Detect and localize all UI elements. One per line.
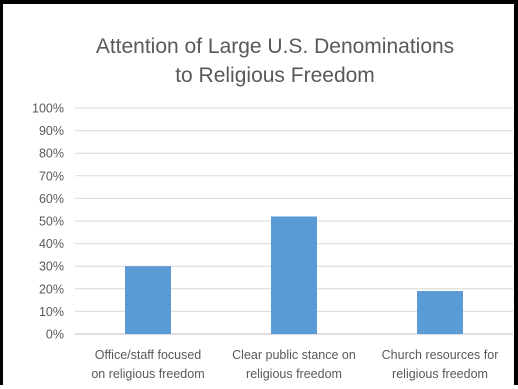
y-tick-label: 70% (39, 169, 64, 183)
x-category-label: Clear public stance on (232, 348, 356, 362)
chart-title: Attention of Large U.S. Denominations to… (96, 35, 454, 87)
y-tick-label: 30% (39, 260, 64, 274)
y-tick-label: 80% (39, 147, 64, 161)
bar (271, 216, 317, 334)
bar (417, 291, 463, 334)
chart-title-line-1: Attention of Large U.S. Denominations (96, 35, 454, 58)
y-tick-label: 20% (39, 282, 64, 296)
y-tick-label: 10% (39, 305, 64, 319)
x-category-label: religious freedom (392, 367, 488, 381)
bar-chart: Attention of Large U.S. Denominations to… (32, 35, 513, 381)
x-category-label: Church resources for (382, 348, 499, 362)
bars (125, 216, 463, 334)
bar (125, 266, 171, 334)
x-category-label: religious freedom (246, 367, 342, 381)
x-axis-category-labels: Office/staff focused on religious freedom… (91, 348, 498, 381)
y-tick-label: 60% (39, 192, 64, 206)
y-tick-label: 100% (32, 102, 64, 116)
y-axis-tick-labels: 0% 10% 20% 30% 40% 50% 60% 70% 80% 90% 100% (32, 102, 64, 342)
y-tick-label: 40% (39, 237, 64, 251)
y-tick-label: 0% (46, 328, 64, 342)
chart-title-line-2: to Religious Freedom (175, 64, 375, 87)
y-tick-label: 50% (39, 215, 64, 229)
x-category-label: Office/staff focused (95, 348, 202, 362)
x-category-label: on religious freedom (91, 367, 204, 381)
y-tick-label: 90% (39, 124, 64, 138)
